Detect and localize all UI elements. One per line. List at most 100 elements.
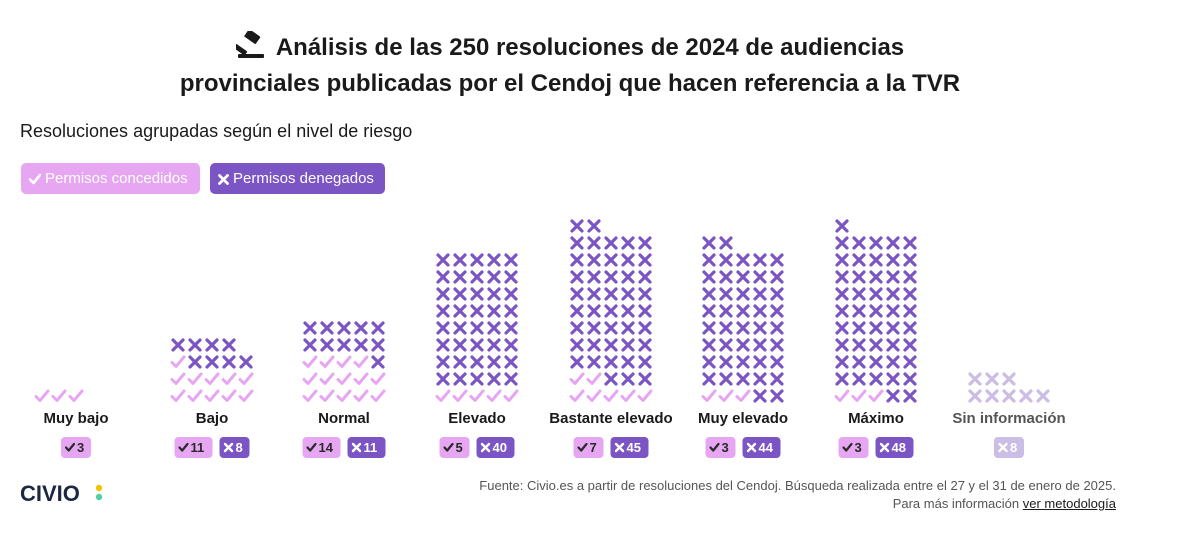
- granted-unit: [302, 389, 318, 402]
- category-group: Sin información 8: [952, 372, 1066, 458]
- denied-unit: [835, 338, 849, 352]
- denied-unit: [770, 270, 784, 284]
- denied-unit: [570, 219, 584, 233]
- denied-unit: [638, 287, 652, 301]
- denied-unit: [770, 253, 784, 267]
- granted-unit: [435, 389, 451, 402]
- cross-icon: [614, 442, 625, 453]
- denied-unit: [436, 253, 450, 267]
- denied-unit: [205, 355, 219, 369]
- denied-unit: [869, 287, 883, 301]
- denied-unit: [354, 338, 368, 352]
- title-line-2: provinciales publicadas por el Cendoj qu…: [179, 70, 961, 97]
- denied-unit: [638, 372, 652, 386]
- denied-unit: [638, 338, 652, 352]
- denied-unit: [487, 287, 501, 301]
- granted-unit: [170, 389, 186, 402]
- count-label: 11: [364, 440, 378, 455]
- denied-unit: [604, 355, 618, 369]
- source-text: Fuente: Civio.es a partir de resolucione…: [479, 478, 1116, 493]
- category-label: Muy bajo: [43, 410, 108, 427]
- denied-unit: [320, 338, 334, 352]
- granted-unit: [503, 389, 519, 402]
- granted-unit: [370, 389, 386, 402]
- denied-count-badge: 40: [476, 437, 515, 458]
- denied-unit: [453, 253, 467, 267]
- denied-unit: [587, 236, 601, 250]
- denied-unit: [886, 270, 900, 284]
- denied-unit: [886, 372, 900, 386]
- denied-unit: [239, 355, 253, 369]
- category-label: Normal: [318, 410, 370, 427]
- legend-denied[interactable]: Permisos denegados: [210, 163, 385, 194]
- denied-unit: [504, 355, 518, 369]
- denied-unit: [835, 236, 849, 250]
- denied-unit: [436, 304, 450, 318]
- granted-unit: [204, 372, 220, 385]
- unknown-unit: [968, 389, 982, 403]
- granted-unit: [319, 372, 335, 385]
- granted-unit: [735, 389, 751, 402]
- granted-unit: [319, 355, 335, 368]
- denied-unit: [453, 304, 467, 318]
- granted-unit: [851, 389, 867, 402]
- denied-unit: [587, 338, 601, 352]
- unknown-count-badge: 8: [994, 437, 1024, 458]
- title-text-1: Análisis de las 250 resoluciones de 2024…: [275, 34, 905, 61]
- denied-unit: [638, 253, 652, 267]
- cross-icon: [218, 174, 229, 185]
- more-info: Para más información ver metodología: [479, 495, 1116, 513]
- granted-unit: [620, 389, 636, 402]
- granted-unit: [336, 355, 352, 368]
- denied-unit: [886, 321, 900, 335]
- unknown-unit: [1002, 389, 1016, 403]
- cross-icon: [480, 442, 491, 453]
- granted-count-badge: 14: [302, 437, 341, 458]
- cross-icon: [998, 442, 1008, 453]
- denied-unit: [453, 355, 467, 369]
- denied-unit: [487, 338, 501, 352]
- denied-unit: [487, 355, 501, 369]
- denied-unit: [621, 321, 635, 335]
- legend-granted[interactable]: Permisos concedidos: [21, 163, 200, 194]
- denied-unit: [753, 372, 767, 386]
- denied-unit: [835, 355, 849, 369]
- denied-unit: [621, 270, 635, 284]
- category-group: Elevado 5 40: [435, 253, 519, 458]
- denied-unit: [504, 287, 518, 301]
- denied-unit: [604, 338, 618, 352]
- category-label: Muy elevado: [698, 410, 788, 427]
- denied-unit: [869, 270, 883, 284]
- denied-unit: [719, 338, 733, 352]
- denied-unit: [702, 372, 716, 386]
- denied-count-badge: 11: [347, 437, 386, 458]
- granted-count-badge: 11: [174, 437, 213, 458]
- denied-unit: [638, 236, 652, 250]
- denied-unit: [487, 304, 501, 318]
- granted-unit: [701, 389, 717, 402]
- denied-unit: [587, 304, 601, 318]
- denied-unit: [852, 304, 866, 318]
- check-icon: [842, 442, 853, 452]
- granted-unit: [302, 372, 318, 385]
- denied-unit: [903, 321, 917, 335]
- denied-unit: [753, 355, 767, 369]
- denied-unit: [702, 304, 716, 318]
- denied-unit: [753, 270, 767, 284]
- denied-unit: [470, 338, 484, 352]
- denied-unit: [736, 355, 750, 369]
- denied-unit: [337, 338, 351, 352]
- denied-unit: [869, 253, 883, 267]
- denied-unit: [702, 321, 716, 335]
- denied-unit: [719, 236, 733, 250]
- denied-unit: [487, 372, 501, 386]
- granted-unit: [319, 389, 335, 402]
- denied-unit: [171, 338, 185, 352]
- granted-unit: [68, 389, 84, 402]
- category-label: Bastante elevado: [549, 410, 672, 427]
- category-group: Bajo 11 8: [170, 338, 254, 458]
- denied-unit: [504, 304, 518, 318]
- denied-unit: [487, 270, 501, 284]
- denied-unit: [719, 321, 733, 335]
- methodology-link[interactable]: ver metodología: [1022, 496, 1116, 511]
